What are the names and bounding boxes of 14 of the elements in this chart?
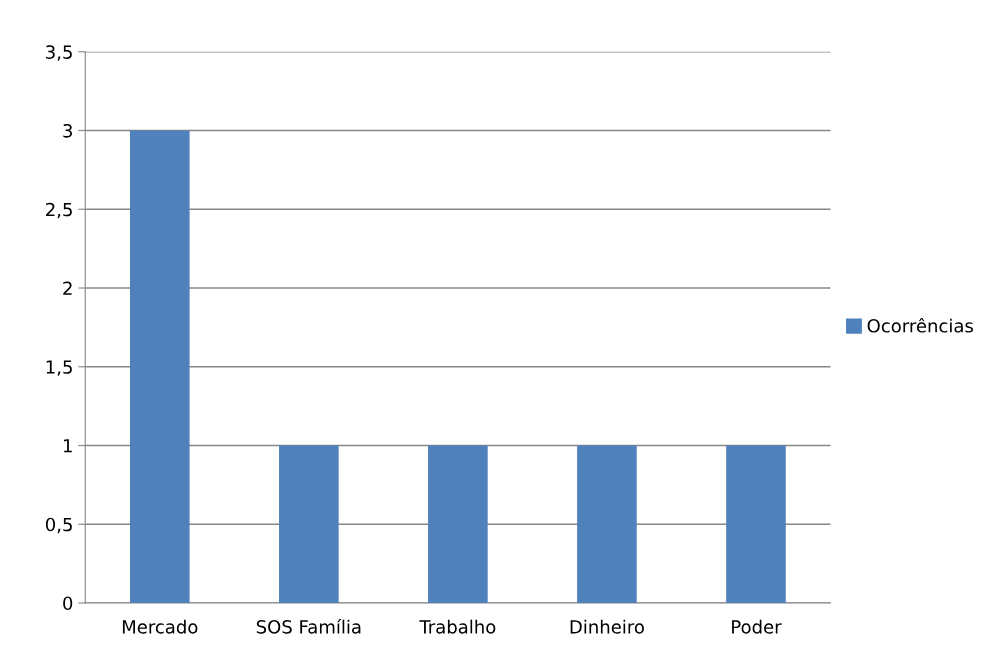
y-tick-label: 2,5 — [46, 202, 72, 219]
y-tick-label: 0 — [63, 596, 73, 611]
x-tick-label: Dinheiro — [570, 619, 644, 634]
legend-label: Ocorrências — [867, 317, 973, 333]
x-tick-label: Mercado — [122, 619, 198, 634]
x-tick-label: Poder — [732, 619, 782, 634]
y-tick-label: 2 — [63, 281, 72, 295]
y-tick-label: 3 — [63, 123, 72, 138]
x-tick-label: Trabalho — [419, 619, 496, 634]
y-tick-label: 1 — [63, 439, 72, 453]
y-tick-label: 1,5 — [46, 360, 72, 376]
x-tick-label: SOS Família — [256, 618, 361, 634]
y-tick-label: 3,5 — [46, 45, 72, 61]
y-tick-label: 0,5 — [45, 517, 72, 534]
